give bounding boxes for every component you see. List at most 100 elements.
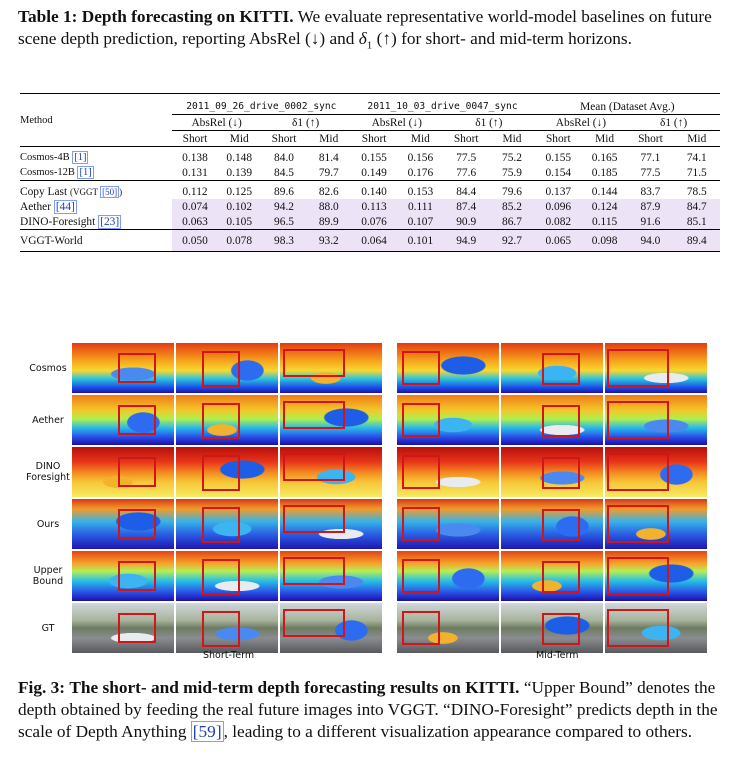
table-caption-text-end: (↑) for short- and mid-term horizons.: [372, 29, 632, 48]
group-header-0047: 2011_10_03_drive_0047_sync: [350, 93, 535, 115]
metric-absrel: AbsRel (↓): [172, 114, 261, 131]
table-cell: 0.107: [397, 214, 444, 230]
depth-map-image: [176, 447, 278, 497]
table-cell: 94.2: [260, 199, 308, 214]
table-cell: 79.7: [318, 166, 339, 179]
horizon-mid: Mid: [687, 132, 707, 145]
depth-map-image: [605, 395, 707, 445]
highlight-box: [201, 351, 240, 387]
table-cell: 85.2: [489, 199, 535, 214]
horizon-short: Short: [453, 132, 479, 145]
figure-title: The short- and mid-term depth forecastin…: [69, 678, 520, 697]
table-row: Aether [44] 0.074 0.102 94.2 88.0 0.113 0.111…: [20, 199, 720, 214]
depth-map-image: [501, 395, 603, 445]
table-cell: 94.9: [443, 229, 490, 252]
results-table: Method 2011_09_26_drive_0002_sync 2011_1…: [20, 93, 720, 252]
table-cell: 0.096: [534, 199, 582, 214]
figure-row-label: Aether: [32, 414, 64, 426]
figure-caption-text: “Upper Bound” denotes the depth obtained…: [18, 678, 718, 741]
citation-link[interactable]: [50]: [100, 185, 120, 198]
highlight-box: [201, 507, 240, 543]
horizon-mid: Mid: [410, 132, 430, 145]
table-cell: 92.7: [489, 229, 535, 252]
horizon-mid: Mid: [595, 132, 615, 145]
depth-map-image: [397, 447, 499, 497]
depth-map-image: [397, 499, 499, 549]
table-label: Table 1:: [18, 7, 78, 26]
table-row: Copy Last (VGGT [50]) 0.112 0.125 89.6 82.6…: [20, 181, 720, 200]
highlight-box: [201, 455, 240, 491]
table-cell: 0.185: [591, 166, 618, 179]
table-cell: 89.4: [673, 229, 720, 252]
citation-link[interactable]: [44]: [53, 199, 77, 214]
table-cell: 89.6: [274, 185, 294, 198]
method-subnote-end: ): [119, 186, 123, 197]
figure-row-label: GT: [41, 622, 55, 634]
depth-map-image: [280, 447, 382, 497]
table-row: Cosmos-4B [1] 0.138 0.148 84.0 81.4 0.155 0.1…: [20, 147, 720, 166]
citation-link[interactable]: [23]: [98, 214, 122, 229]
highlight-box: [117, 561, 156, 591]
table-caption: Table 1: Depth forecasting on KITTI. We …: [18, 6, 730, 56]
table-cell: 87.4: [443, 199, 490, 214]
highlight-box: [402, 611, 441, 645]
mid-term-label: Mid-Term: [536, 650, 579, 661]
depth-map-image: [280, 603, 382, 653]
table-cell: 81.4: [318, 151, 339, 164]
table-cell: 0.149: [361, 166, 387, 179]
depth-map-image: [501, 603, 603, 653]
table-cell: 84.0: [274, 151, 294, 164]
highlight-box: [283, 453, 346, 481]
table-cell: 0.074: [172, 199, 218, 214]
method-name: Aether: [20, 200, 51, 213]
table-row: DINO-Foresight [23] 0.063 0.105 96.5 89.9 0.…: [20, 214, 720, 230]
table-cell: 0.124: [581, 199, 628, 214]
figure-row-label: DINO Foresight: [26, 461, 70, 483]
figure-label: Fig. 3:: [18, 678, 66, 697]
table-cell: 82.6: [318, 185, 339, 198]
horizon-mid: Mid: [229, 132, 249, 145]
highlight-box: [117, 405, 156, 435]
table-cell: 93.2: [307, 229, 351, 252]
table-cell: 0.115: [581, 214, 628, 230]
table-cell: 83.7: [640, 185, 661, 198]
group-header-mean: Mean (Dataset Avg.): [534, 93, 720, 115]
citation-link[interactable]: [1]: [72, 151, 89, 164]
horizon-short: Short: [545, 132, 571, 145]
method-subnote: (VGGT: [70, 186, 101, 197]
horizon-mid: Mid: [502, 132, 522, 145]
highlight-box: [283, 401, 346, 429]
highlight-box: [283, 557, 346, 585]
depth-map-image: [72, 551, 174, 601]
highlight-box: [541, 405, 580, 437]
highlight-box: [541, 457, 580, 489]
table-cell: 94.0: [627, 229, 674, 252]
highlight-box: [201, 559, 240, 595]
depth-map-image: [397, 603, 499, 653]
citation-link[interactable]: [1]: [77, 166, 94, 179]
metric-absrel: AbsRel (↓): [350, 114, 444, 131]
depth-map-image: [176, 603, 278, 653]
table-cell: 0.131: [182, 166, 208, 179]
table-caption-text: We evaluate representative world-model b…: [18, 7, 712, 48]
table-cell: 71.5: [686, 166, 707, 179]
delta-symbol: δ: [358, 29, 367, 48]
table-cell: 0.098: [581, 229, 628, 252]
metric-delta1: δ1 (↑): [260, 114, 351, 131]
table-cell: 0.078: [217, 229, 261, 252]
method-name: Cosmos-12B: [20, 167, 75, 178]
table-cell: 74.1: [686, 151, 707, 164]
horizon-mid: Mid: [319, 132, 339, 145]
highlight-box: [607, 349, 670, 387]
citation-link[interactable]: [59]: [190, 721, 224, 742]
highlight-box: [607, 401, 670, 439]
table-cell: 84.5: [274, 166, 294, 179]
table-cell: 0.155: [545, 151, 572, 164]
group-header-0002: 2011_09_26_drive_0002_sync: [172, 93, 351, 115]
depth-map-image: [72, 499, 174, 549]
highlight-box: [117, 353, 156, 383]
depth-map-image: [280, 343, 382, 393]
highlight-box: [283, 349, 346, 377]
highlight-box: [283, 609, 346, 637]
highlight-box: [117, 457, 156, 487]
